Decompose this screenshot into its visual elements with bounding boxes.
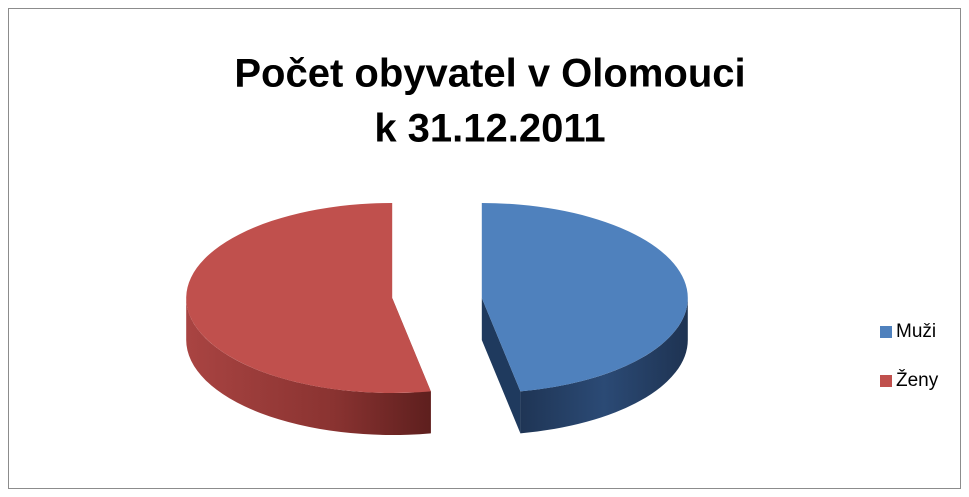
legend-label: Muži (896, 321, 936, 342)
slice-wall (520, 298, 688, 434)
legend-swatch (880, 326, 892, 338)
slice-side (481, 298, 521, 434)
chart-title: k 31.12.2011 (374, 107, 605, 151)
legend-label: Ženy (896, 369, 939, 391)
legend-swatch (880, 375, 892, 387)
slice-wall (186, 298, 431, 436)
slice (481, 203, 688, 392)
slice (186, 203, 431, 393)
chart-title: Počet obyvatel v Olomouci (234, 52, 745, 96)
